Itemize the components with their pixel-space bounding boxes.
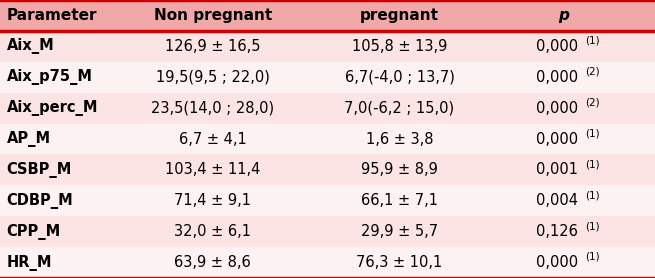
Text: 0,000: 0,000 xyxy=(536,70,578,85)
Text: 95,9 ± 8,9: 95,9 ± 8,9 xyxy=(361,162,438,177)
Text: (1): (1) xyxy=(586,36,600,46)
Bar xyxy=(0,31,655,62)
Text: (1): (1) xyxy=(586,252,600,262)
Bar xyxy=(0,216,655,247)
Text: 0,000: 0,000 xyxy=(536,39,578,54)
Text: (1): (1) xyxy=(586,159,600,169)
Text: Aix_perc_M: Aix_perc_M xyxy=(7,100,98,116)
Text: 0,001: 0,001 xyxy=(536,162,578,177)
Text: 76,3 ± 10,1: 76,3 ± 10,1 xyxy=(356,255,443,270)
Bar xyxy=(0,185,655,216)
Text: 7,0(-6,2 ; 15,0): 7,0(-6,2 ; 15,0) xyxy=(345,101,455,116)
Text: (1): (1) xyxy=(586,221,600,231)
Text: 66,1 ± 7,1: 66,1 ± 7,1 xyxy=(361,193,438,208)
Text: (2): (2) xyxy=(586,98,600,108)
Text: CPP_M: CPP_M xyxy=(7,224,61,240)
Text: 105,8 ± 13,9: 105,8 ± 13,9 xyxy=(352,39,447,54)
Bar xyxy=(0,247,655,278)
Text: Parameter: Parameter xyxy=(7,8,97,23)
Text: 6,7(-4,0 ; 13,7): 6,7(-4,0 ; 13,7) xyxy=(345,70,455,85)
Text: 103,4 ± 11,4: 103,4 ± 11,4 xyxy=(165,162,261,177)
Text: Aix_p75_M: Aix_p75_M xyxy=(7,69,92,85)
Bar xyxy=(0,62,655,93)
Text: AP_M: AP_M xyxy=(7,131,50,147)
Bar xyxy=(0,155,655,185)
Text: 0,126: 0,126 xyxy=(536,224,578,239)
Bar xyxy=(0,123,655,155)
Text: 0,000: 0,000 xyxy=(536,101,578,116)
Text: 32,0 ± 6,1: 32,0 ± 6,1 xyxy=(174,224,252,239)
Text: 0,000: 0,000 xyxy=(536,131,578,147)
Text: p: p xyxy=(558,8,569,23)
Text: 63,9 ± 8,6: 63,9 ± 8,6 xyxy=(174,255,252,270)
Text: (2): (2) xyxy=(586,67,600,77)
Text: 126,9 ± 16,5: 126,9 ± 16,5 xyxy=(165,39,261,54)
Text: 29,9 ± 5,7: 29,9 ± 5,7 xyxy=(361,224,438,239)
Text: 71,4 ± 9,1: 71,4 ± 9,1 xyxy=(174,193,252,208)
Text: 0,000: 0,000 xyxy=(536,255,578,270)
Text: 6,7 ± 4,1: 6,7 ± 4,1 xyxy=(179,131,247,147)
Text: 23,5(14,0 ; 28,0): 23,5(14,0 ; 28,0) xyxy=(151,101,274,116)
Text: HR_M: HR_M xyxy=(7,255,52,270)
Text: CSBP_M: CSBP_M xyxy=(7,162,72,178)
Text: pregnant: pregnant xyxy=(360,8,439,23)
Text: Non pregnant: Non pregnant xyxy=(154,8,272,23)
Bar xyxy=(0,0,655,31)
Text: Aix_M: Aix_M xyxy=(7,38,54,54)
Text: 19,5(9,5 ; 22,0): 19,5(9,5 ; 22,0) xyxy=(156,70,270,85)
Text: 0,004: 0,004 xyxy=(536,193,578,208)
Text: 1,6 ± 3,8: 1,6 ± 3,8 xyxy=(365,131,434,147)
Text: CDBP_M: CDBP_M xyxy=(7,193,73,209)
Text: (1): (1) xyxy=(586,190,600,200)
Bar xyxy=(0,93,655,123)
Text: (1): (1) xyxy=(586,128,600,138)
